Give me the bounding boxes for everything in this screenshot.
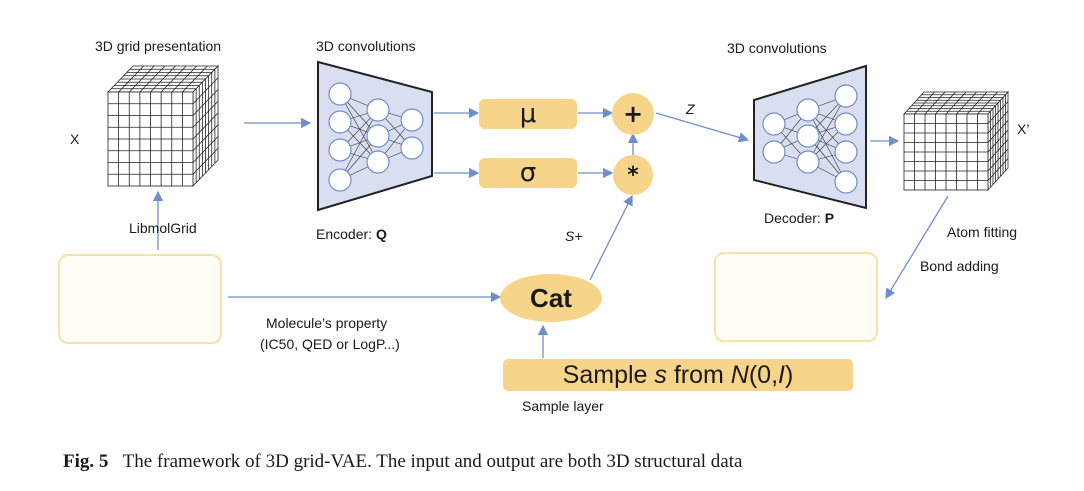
output-molecule-box [714,252,878,342]
z-label: Z [686,101,695,117]
plus-node: + [612,93,654,135]
sample-layer-label: Sample layer [522,398,604,414]
mu-node: μ [479,99,577,129]
times-node: * [613,155,653,195]
sigma-node: σ [479,158,577,188]
property-label-line2: (IC50, QED or LogP...) [260,336,400,352]
s-plus-label: S+ [565,228,583,244]
sample-node: Sample s from N (0, I) [503,359,853,391]
encoder-label: Encoder: Q [316,226,387,242]
input-molecule-box [58,254,222,344]
encoder-network [317,60,433,212]
output-grid-cube [903,90,1009,192]
input-grid-cube [107,65,219,187]
libmolgrid-label: LibmolGrid [129,220,197,236]
arrow-plus-to-decoder [655,112,750,143]
cat-node: Cat [500,274,602,322]
atom-fitting-label: Atom fitting [947,224,1018,240]
decoder-conv-title: 3D convolutions [727,40,827,56]
property-label-line1: Molecule’s property [266,315,388,331]
encoder-conv-title: 3D convolutions [316,38,416,54]
bond-adding-label: Bond adding [920,258,999,274]
figure-caption: Fig. 5 The framework of 3D grid-VAE. The… [63,451,743,472]
decoder-network [753,64,867,210]
x-output-label: X’ [1017,121,1030,137]
arrow-cat-to-times [589,194,633,281]
arrow-grid-to-molecule [885,195,949,300]
decoder-label: Decoder: P [764,210,835,226]
x-input-label: X [70,131,80,147]
grid-presentation-title: 3D grid presentation [95,38,222,54]
